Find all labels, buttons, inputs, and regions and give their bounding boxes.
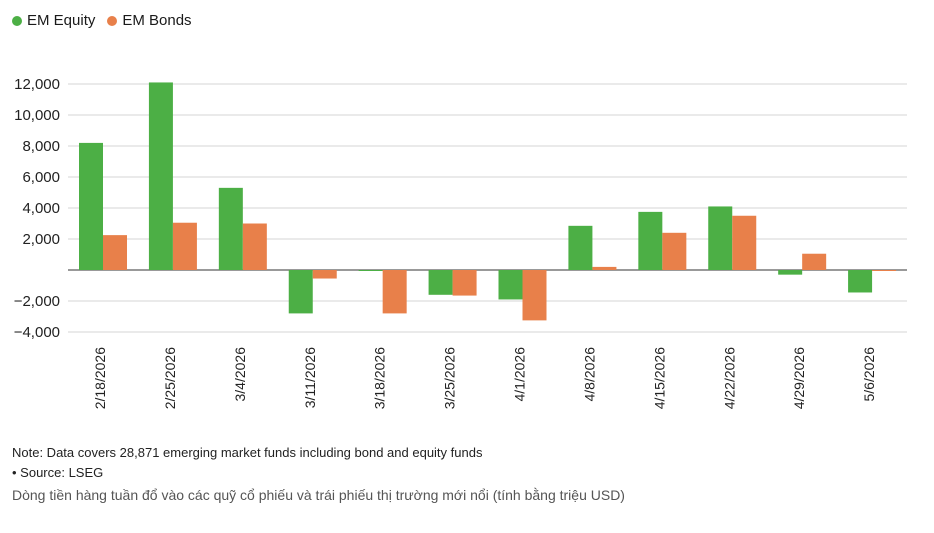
bar-em-bonds xyxy=(662,232,687,270)
x-tick-label: 2/25/2026 xyxy=(162,347,178,409)
bar-em-bonds xyxy=(802,253,827,270)
legend-label-equity: EM Equity xyxy=(27,12,96,29)
x-tick-label: 3/18/2026 xyxy=(372,347,388,409)
bar-em-equity xyxy=(778,270,803,275)
x-tick-label: 4/29/2026 xyxy=(791,347,807,409)
legend-item-bonds: EM Bonds xyxy=(107,12,192,29)
x-tick-label: 3/4/2026 xyxy=(232,347,248,402)
bar-em-equity xyxy=(358,270,383,271)
y-tick-label: −4,000 xyxy=(14,324,60,341)
bar-em-equity xyxy=(428,270,453,295)
bar-em-bonds xyxy=(103,235,127,270)
chart-notes: Note: Data covers 28,871 emerging market… xyxy=(12,443,482,483)
x-tick-label: 4/15/2026 xyxy=(651,347,667,409)
chart-legend: EM Equity EM Bonds xyxy=(12,12,192,29)
legend-swatch-equity xyxy=(12,15,22,26)
x-tick-label: 4/22/2026 xyxy=(721,347,737,409)
bar-em-bonds xyxy=(522,270,547,321)
bar-em-bonds xyxy=(312,270,337,279)
y-tick-label: 10,000 xyxy=(14,107,60,124)
bar-em-equity xyxy=(148,82,173,270)
y-tick-label: 12,000 xyxy=(14,76,60,93)
x-tick-label: 4/1/2026 xyxy=(512,347,528,402)
legend-label-bonds: EM Bonds xyxy=(122,12,192,29)
x-tick-label: 3/11/2026 xyxy=(302,347,318,408)
y-tick-label: 8,000 xyxy=(22,138,60,155)
legend-swatch-bonds xyxy=(107,15,118,26)
bar-em-bonds xyxy=(172,222,197,270)
bar-em-equity xyxy=(79,142,103,270)
bar-em-bonds xyxy=(592,266,617,270)
bar-em-equity xyxy=(288,270,313,314)
bar-em-bonds xyxy=(242,223,267,270)
legend-item-equity: EM Equity xyxy=(12,12,95,29)
x-tick-label: 4/8/2026 xyxy=(581,347,597,402)
y-tick-label: 2,000 xyxy=(22,231,60,248)
bar-chart: 12,000 10,000 8,000 6,000 4,000 2,000 −2,000 −4… xyxy=(14,76,907,409)
x-tick-label: 2/18/2026 xyxy=(92,347,108,409)
y-tick-label: −2,000 xyxy=(14,293,60,310)
bar-em-bonds xyxy=(872,270,897,271)
bar-em-equity xyxy=(498,270,523,300)
bar-em-equity xyxy=(218,187,243,270)
bar-em-equity xyxy=(708,206,733,270)
source-text: • Source: LSEG xyxy=(12,465,104,480)
chart-caption: Dòng tiền hàng tuần đổ vào các quỹ cổ ph… xyxy=(12,487,625,503)
y-tick-label: 4,000 xyxy=(22,200,60,217)
bar-em-bonds xyxy=(452,270,477,296)
bar-em-equity xyxy=(848,270,873,293)
note-text: Note: Data covers 28,871 emerging market… xyxy=(12,445,483,460)
bar-em-equity xyxy=(568,225,593,270)
bar-em-bonds xyxy=(382,270,407,314)
x-tick-label: 3/25/2026 xyxy=(442,347,458,409)
y-tick-label: 6,000 xyxy=(22,169,60,186)
x-tick-label: 5/6/2026 xyxy=(861,347,877,402)
bar-em-equity xyxy=(638,211,663,270)
bar-em-bonds xyxy=(732,215,757,270)
